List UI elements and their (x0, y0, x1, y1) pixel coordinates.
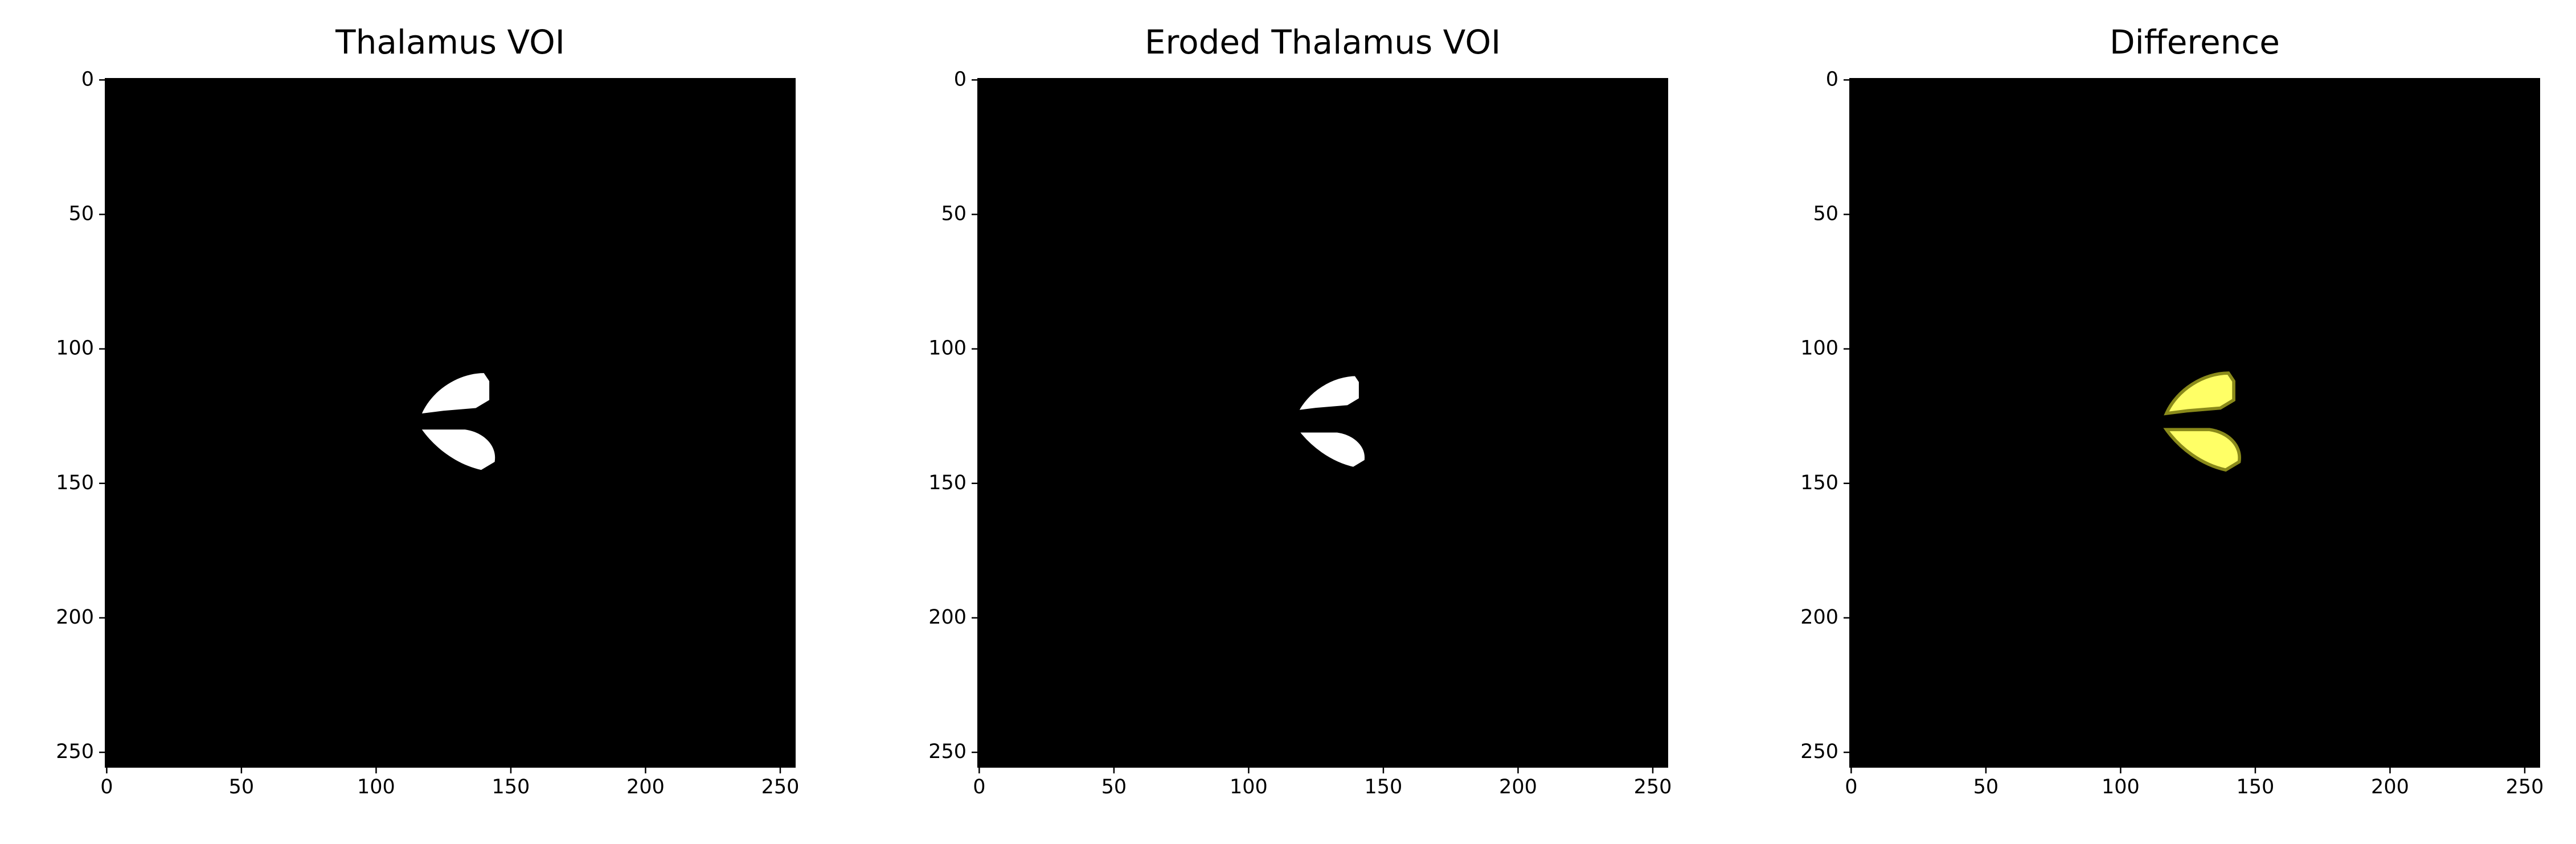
x-tick-label: 100 (1230, 776, 1268, 798)
x-tick-label: 250 (1634, 776, 1672, 798)
x-tick-label: 50 (1101, 776, 1127, 798)
x-tick-label: 250 (761, 776, 800, 798)
panel-title: Difference (2110, 23, 2280, 62)
y-tick-label: 50 (68, 202, 94, 225)
y-tick-label: 100 (56, 337, 94, 360)
x-tick-label: 50 (1973, 776, 1999, 798)
image-background (977, 78, 1668, 768)
image-background (1849, 78, 2540, 768)
y-tick-label: 200 (56, 606, 94, 629)
y-tick-label: 250 (1800, 740, 1838, 763)
x-tick-label: 200 (1499, 776, 1537, 798)
y-tick-label: 0 (1826, 68, 1838, 91)
x-tick-label: 0 (100, 776, 113, 798)
x-tick-label: 0 (1845, 776, 1857, 798)
x-tick-label: 50 (229, 776, 255, 798)
y-tick-label: 0 (954, 68, 966, 91)
y-tick-label: 150 (56, 472, 94, 494)
x-tick-label: 150 (2237, 776, 2275, 798)
y-tick-label: 150 (928, 472, 966, 494)
panel-title: Thalamus VOI (335, 23, 565, 62)
y-tick-label: 200 (1800, 606, 1838, 629)
y-tick-label: 0 (81, 68, 94, 91)
x-tick-label: 0 (973, 776, 985, 798)
y-tick-label: 50 (1813, 202, 1838, 225)
y-tick-label: 50 (941, 202, 966, 225)
x-tick-label: 100 (357, 776, 395, 798)
x-tick-label: 200 (2371, 776, 2409, 798)
image-background (105, 78, 796, 768)
y-tick-label: 150 (1800, 472, 1838, 494)
y-tick-label: 100 (928, 337, 966, 360)
y-tick-label: 250 (56, 740, 94, 763)
panel-title: Eroded Thalamus VOI (1145, 23, 1501, 62)
x-tick-label: 200 (626, 776, 665, 798)
x-tick-label: 100 (2102, 776, 2140, 798)
x-tick-label: 250 (2506, 776, 2544, 798)
x-tick-label: 150 (492, 776, 530, 798)
y-tick-label: 250 (928, 740, 966, 763)
y-tick-label: 200 (928, 606, 966, 629)
y-tick-label: 100 (1800, 337, 1838, 360)
x-tick-label: 150 (1365, 776, 1403, 798)
